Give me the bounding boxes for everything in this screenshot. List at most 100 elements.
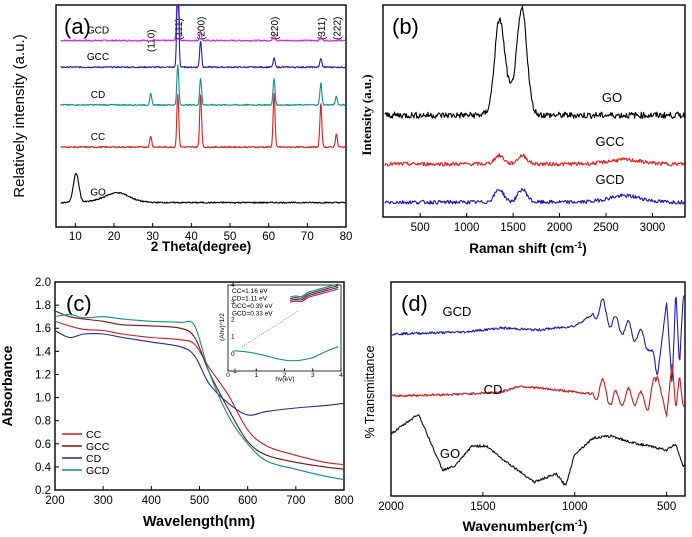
- bandgap-line-3: GCD=0.33 eV: [232, 311, 273, 318]
- ftir-trace-go: [390, 414, 686, 486]
- inset-y-tick-label: 0: [231, 351, 235, 358]
- ftir-label-cd: CD: [484, 382, 503, 397]
- peak-label-2: (200): [197, 17, 208, 40]
- panel-d-x-title-sup: -1: [575, 518, 583, 528]
- inset-traces: [233, 283, 339, 362]
- b-x-tick-label: 1000: [454, 222, 480, 234]
- inset-extrapolation-line: [241, 310, 299, 348]
- panel-d: (d) GCD CD GO 2000 1500 1000 500 Wavenumber(c…: [363, 281, 686, 534]
- b-x-tick-label: 3000: [640, 222, 666, 234]
- d-x-tick-label: 2000: [378, 501, 404, 513]
- inset-x-tick-label: 2: [283, 372, 287, 379]
- b-x-tick-label: 2000: [547, 222, 573, 234]
- b-x-tick-label: 500: [411, 222, 430, 234]
- panel-b-x-title-end: ): [582, 241, 587, 256]
- panel-d-x-ticks: 2000 1500 1000 500: [378, 492, 676, 513]
- xrd-label-gcd: GCD: [87, 26, 109, 37]
- uv-trace-gcc: [54, 310, 345, 470]
- panel-c-x-title: Wavelength(nm): [143, 514, 255, 530]
- c-x-tick-label: 600: [238, 495, 257, 507]
- c-x-tick-label: 700: [286, 495, 305, 507]
- inset-y-tick-label: 2: [231, 316, 235, 323]
- d-x-tick-label: 1000: [562, 501, 588, 513]
- raman-label-gcd: GCD: [596, 172, 625, 187]
- inset-y-tick-label: 4: [231, 282, 235, 289]
- c-y-tick-label: 1.0: [35, 393, 51, 405]
- c-y-tick-label: 2.0: [35, 277, 51, 289]
- d-x-tick-label: 1500: [470, 501, 496, 513]
- inset-trace-3: [289, 283, 339, 298]
- c-y-tick-label: 0.4: [35, 462, 52, 474]
- xrd-trace-go: [60, 172, 346, 204]
- panel-a: (a) (110)(111) (200) (220) (311) (222) GCDGC…: [11, 4, 352, 254]
- panel-c-y-title: Absorbance: [0, 345, 15, 426]
- c-y-tick-label: 1.4: [35, 346, 52, 358]
- panel-d-x-title-end: ): [583, 518, 588, 534]
- panel-a-label: (a): [64, 14, 91, 39]
- raman-label-go: GO: [602, 90, 622, 105]
- panel-b: (b) GO GCC GCD 500 1000 1500 2000 2500 3000 Ram…: [359, 4, 686, 256]
- peak-label-5: (222): [332, 17, 343, 40]
- bandgap-line-1: CD=1.11 eV: [232, 296, 268, 303]
- panel-d-x-title: Wavenumber(cm-1): [463, 518, 588, 534]
- panel-d-label: (d): [401, 291, 428, 316]
- panel-b-x-ticks: 500 1000 1500 2000 2500 3000: [411, 213, 666, 234]
- panel-d-series-labels: GCD CD GO: [440, 304, 503, 461]
- panel-a-x-title: 2 Theta(degree): [151, 239, 252, 254]
- c-y-tick-label: 0.8: [35, 416, 51, 428]
- inset-y-tick-label: 3: [231, 299, 235, 306]
- inset-trace-teal-baseline: [233, 346, 339, 362]
- inset-y-tick-label: 1: [231, 334, 235, 341]
- inset-y-title: (Ahv)^1/2: [219, 313, 226, 341]
- raman-trace-gcd: [384, 188, 685, 205]
- uv-trace-gcd: [54, 313, 345, 481]
- a-x-tick-label: 80: [340, 231, 353, 243]
- raman-trace-gcc: [384, 153, 685, 167]
- panel-b-frame: [382, 4, 686, 218]
- panel-c-y-ticks: 0.2 0.4 0.6 0.8 1.0 1.2 1.4 1.6 1.8 2.0: [35, 277, 59, 497]
- a-x-tick-label: 10: [69, 231, 82, 243]
- c-x-tick-label: 500: [190, 495, 209, 507]
- panel-a-x-ticks: 10 20 30 40 50 60 70 80: [69, 223, 352, 243]
- c-y-tick-label: 0.2: [35, 485, 51, 497]
- inset-frame: [227, 284, 342, 372]
- inset-trace-2: [289, 285, 339, 300]
- bandgap-line-0: CC=1.16 eV: [232, 288, 268, 295]
- a-x-tick-label: 60: [262, 231, 275, 243]
- panel-c-x-ticks: 200 300 400 500 600 700 800: [45, 486, 354, 507]
- panel-d-frame: [390, 281, 686, 497]
- b-x-tick-label: 2500: [593, 222, 619, 234]
- peak-label-4: (311): [317, 17, 328, 40]
- legend-label-gcd: GCD: [86, 465, 110, 477]
- inset-trace-1: [289, 286, 339, 302]
- c-x-tick-label: 800: [334, 495, 353, 507]
- panel-c-traces: [54, 310, 345, 481]
- a-x-tick-label: 70: [301, 231, 314, 243]
- bandgap-line-2: GCC=0.39 eV: [232, 303, 273, 310]
- xrd-trace-gcc: [60, 4, 346, 69]
- inset-y-tick-label: -1: [231, 368, 237, 375]
- panel-a-y-title: Relatively intensity (a.u.): [11, 34, 28, 197]
- ftir-label-go: GO: [440, 446, 460, 461]
- c-y-tick-label: 1.2: [35, 369, 51, 381]
- a-x-tick-label: 30: [146, 231, 159, 243]
- c-x-tick-label: 200: [45, 495, 64, 507]
- panel-d-traces: [390, 294, 686, 486]
- inset-x-tick-label: 4: [339, 372, 343, 379]
- panel-d-x-title-main: Wavenumber(cm: [463, 518, 575, 534]
- b-x-tick-label: 1500: [500, 222, 526, 234]
- ftir-trace-gcd: [390, 294, 686, 383]
- panel-b-series-labels: GO GCC GCD: [596, 90, 625, 187]
- inset-x-tick-label: 1: [254, 372, 258, 379]
- ftir-label-gcd: GCD: [443, 304, 472, 319]
- c-y-tick-label: 1.6: [35, 323, 51, 335]
- inset-trace-0: [289, 288, 339, 303]
- xrd-label-cd: CD: [91, 90, 105, 101]
- inset-x-tick-label: 0: [226, 372, 230, 379]
- c-y-tick-label: 0.6: [35, 439, 51, 451]
